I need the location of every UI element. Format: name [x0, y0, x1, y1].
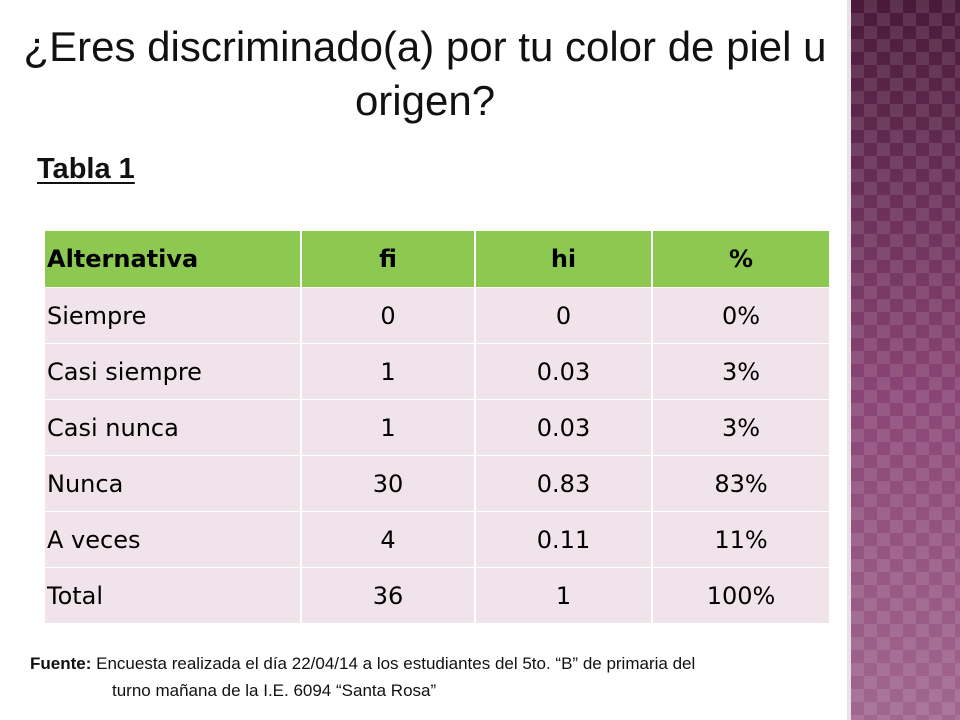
table-row: A veces 4 0.11 11% [45, 511, 829, 568]
cell-percent: 100% [651, 567, 829, 624]
table-row: Casi nunca 1 0.03 3% [45, 399, 829, 456]
cell-alternativa: A veces [45, 511, 301, 568]
cell-hi: 0 [474, 287, 652, 344]
decorative-side-band [851, 0, 960, 720]
header-fi: fi [300, 231, 475, 288]
table-row: Nunca 30 0.83 83% [45, 455, 829, 512]
cell-fi: 4 [300, 511, 475, 568]
side-band-edge [847, 0, 851, 720]
cell-hi: 0.83 [474, 455, 652, 512]
cell-alternativa: Nunca [45, 455, 301, 512]
cell-alternativa: Casi nunca [45, 399, 301, 456]
cell-alternativa: Total [45, 567, 301, 624]
source-text-line1: Encuesta realizada el día 22/04/14 a los… [91, 654, 696, 673]
cell-fi: 30 [300, 455, 475, 512]
header-hi: hi [474, 231, 652, 288]
cell-hi: 1 [474, 567, 652, 624]
cell-fi: 1 [300, 399, 475, 456]
cell-hi: 0.03 [474, 399, 652, 456]
source-label: Fuente: [30, 654, 92, 673]
table-header-row: Alternativa fi hi % [45, 231, 829, 288]
slide-title: ¿Eres discriminado(a) por tu color de pi… [23, 23, 827, 124]
table-row: Casi siempre 1 0.03 3% [45, 343, 829, 400]
table-label: Tabla 1 [37, 153, 135, 185]
header-percent: % [651, 231, 829, 288]
cell-hi: 0.03 [474, 343, 652, 400]
cell-alternativa: Casi siempre [45, 343, 301, 400]
cell-percent: 3% [651, 343, 829, 400]
cell-percent: 83% [651, 455, 829, 512]
frequency-table: Alternativa fi hi % Siempre 0 0 0% Casi … [45, 231, 829, 624]
table-row: Siempre 0 0 0% [45, 287, 829, 344]
cell-percent: 0% [651, 287, 829, 344]
source-text-line2: turno mañana de la I.E. 6094 “Santa Rosa… [112, 681, 437, 700]
cell-fi: 1 [300, 343, 475, 400]
cell-percent: 3% [651, 399, 829, 456]
cell-fi: 36 [300, 567, 475, 624]
cell-fi: 0 [300, 287, 475, 344]
cell-alternativa: Siempre [45, 287, 301, 344]
cell-percent: 11% [651, 511, 829, 568]
source-note: Fuente: Encuesta realizada el día 22/04/… [30, 650, 830, 704]
cell-hi: 0.11 [474, 511, 652, 568]
header-alternativa: Alternativa [45, 231, 301, 288]
table-row-total: Total 36 1 100% [45, 567, 829, 624]
